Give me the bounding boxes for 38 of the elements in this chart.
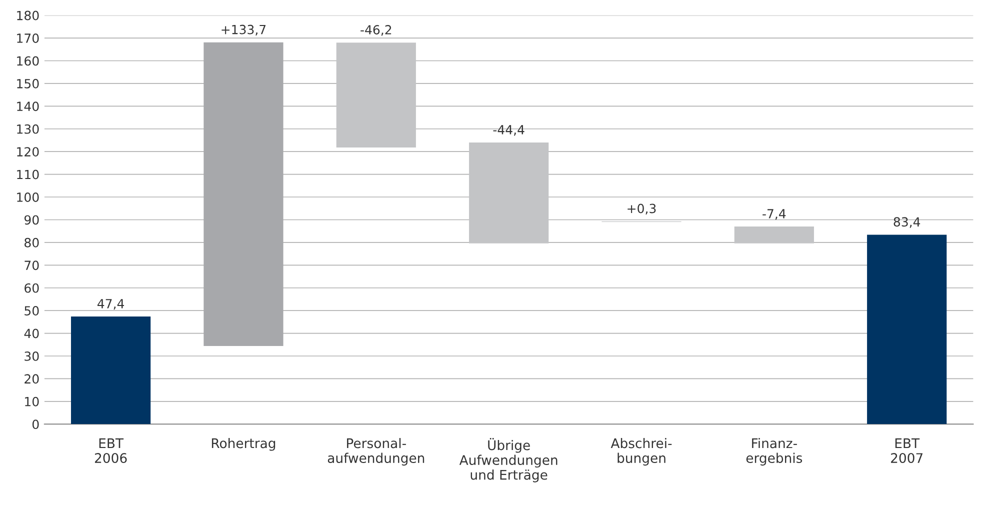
y-tick-label: 10 [25,396,39,406]
y-tick-label: 130 [17,124,39,134]
y-tick-label: 20 [24,374,39,384]
bar [867,234,947,424]
data-label: +133,7 [222,24,266,36]
y-tick-label: 110 [17,170,39,180]
y-tick-label: 30 [24,351,39,361]
y-tick-label: 150 [17,78,39,88]
x-tick-label: Übrige Aufwendungen und Erträge [459,438,558,482]
y-tick-label: 100 [17,192,39,202]
bar [469,142,549,244]
y-tick-label: 170 [17,34,39,43]
data-label: -44,4 [493,125,524,136]
x-tick-label: Abschrei- bungen [610,438,672,466]
data-label: +0,3 [628,204,656,214]
bar [70,316,151,424]
y-tick-label: 160 [17,56,39,66]
x-tick-label: EBT 2006 [94,438,127,464]
y-tick-label: 120 [17,147,39,157]
y-tick-label: 70 [24,260,39,270]
x-tick-label: EBT 2007 [891,438,923,464]
bar [336,42,416,148]
data-label: 83,4 [894,217,920,228]
y-tick-label: 180 [17,10,39,20]
data-label: 47,4 [97,299,124,310]
y-tick-label: 80 [24,238,39,248]
data-label: -46,2 [360,25,392,36]
y-tick-label: 40 [24,328,39,338]
x-tick-label: Personal- aufwendungen [328,438,424,466]
data-label: -7,4 [762,209,786,220]
x-tick-label: Finanz- ergebnis [746,438,802,466]
x-tick-label: Rohertrag [212,438,276,451]
y-tick-label: 140 [17,102,39,112]
y-tick-label: 0 [32,420,39,430]
bar [734,226,814,244]
y-tick-label: 90 [24,215,39,225]
y-tick-label: 50 [24,306,39,316]
y-tick-label: 60 [24,283,39,293]
